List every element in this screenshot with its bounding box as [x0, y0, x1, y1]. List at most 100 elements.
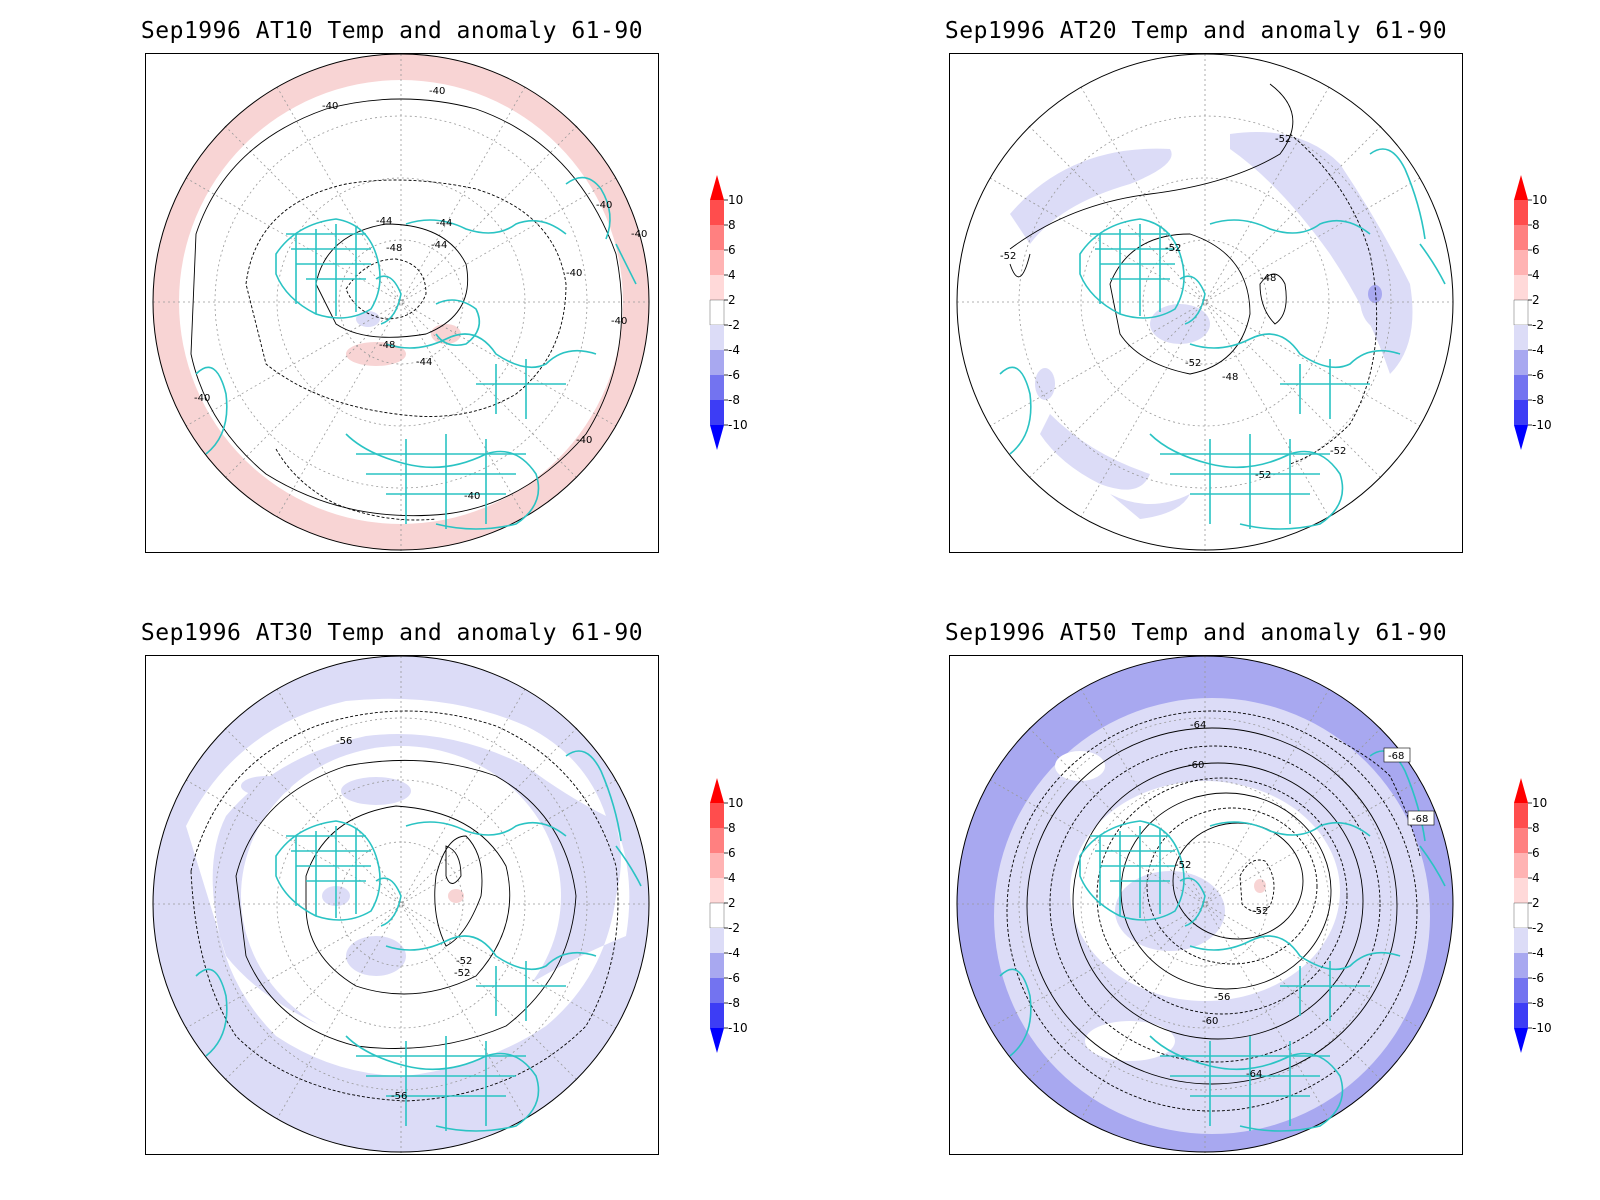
colorbar-tick-label: 4: [728, 871, 736, 885]
colorbar-swatch: [710, 978, 724, 1003]
contour-label: -56: [391, 1091, 407, 1102]
contour-label: -44: [416, 357, 432, 368]
colorbar-swatch: [710, 175, 724, 200]
colorbar-tick-label: -4: [728, 343, 740, 357]
map-frame: -40 -40 -44 -44 -48 -44 -48 -44 -40 -40 …: [145, 53, 659, 553]
colorbar-swatch: [710, 250, 724, 275]
polar-map-at20: -52 -52 -52 -48 -52 -48 -52 -52: [956, 53, 1454, 551]
contour-label: -52: [1252, 906, 1268, 917]
map-frame: -64 -68 -60 -68 -52 -52 -56 -60 -64: [949, 655, 1463, 1155]
colorbar-tick-label: 10: [728, 193, 743, 207]
colorbar-swatch: [710, 1003, 724, 1028]
contour-label: -60: [1202, 1016, 1218, 1027]
colorbar-tick-label: -2: [1532, 318, 1544, 332]
colorbar-swatch: [710, 375, 724, 400]
colorbar-swatch: [1514, 978, 1528, 1003]
colorbar-swatch: [710, 425, 724, 450]
colorbar-swatch: [710, 325, 724, 350]
contour-label: -48: [379, 340, 395, 351]
panel-title: Sep1996 AT10 Temp and anomaly 61-90: [140, 18, 644, 44]
contour-label: -52: [454, 968, 470, 979]
colorbar-tick-label: -8: [728, 393, 740, 407]
colorbar: 10 8 6 4 2 -2 -4 -6 -8 -10: [1513, 778, 1552, 1053]
colorbar-swatch: [1514, 853, 1528, 878]
contour-label: -40: [429, 86, 445, 97]
colorbar-tick-label: -2: [728, 318, 740, 332]
colorbar-swatch: [710, 778, 724, 803]
colorbar-tick-label: -8: [728, 996, 740, 1010]
map-frame: -56 -52 -52 -56: [145, 655, 659, 1155]
colorbar-swatch: [1513, 902, 1529, 929]
polar-map-at10: -40 -40 -44 -44 -48 -44 -48 -44 -40 -40 …: [152, 53, 650, 551]
colorbar-swatch: [709, 299, 725, 326]
contour-label: -48: [1222, 372, 1238, 383]
colorbar-swatch: [1514, 350, 1528, 375]
colorbar-tick-label: -4: [1532, 946, 1544, 960]
contour-label: -44: [431, 240, 447, 251]
colorbar: 10 8 6 4 2 -2 -4 -6 -8 -10: [709, 175, 748, 450]
contour-label: -40: [611, 316, 627, 327]
colorbar-tick-label: -4: [728, 946, 740, 960]
contour-label: -52: [1330, 446, 1346, 457]
contour-label: -48: [1260, 273, 1276, 284]
colorbar-swatch: [710, 853, 724, 878]
contour-label: -56: [1214, 992, 1230, 1003]
colorbar-swatch: [1514, 803, 1528, 828]
colorbar-swatch: [1514, 1028, 1528, 1053]
colorbar-tick-label: 10: [1532, 193, 1547, 207]
panel-title: Sep1996 AT50 Temp and anomaly 61-90: [944, 620, 1448, 646]
colorbar-swatch: [1514, 953, 1528, 978]
colorbar-tick-label: 2: [728, 293, 736, 307]
contour-label: -52: [1275, 134, 1291, 145]
contour-label: -48: [386, 243, 402, 254]
colorbar: 10 8 6 4 2 -2 -4 -6 -8 -10: [1513, 175, 1552, 450]
colorbar-tick-label: -10: [1532, 1021, 1552, 1035]
contour-label: -40: [194, 393, 210, 404]
colorbar-tick-label: 8: [728, 821, 736, 835]
colorbar-tick-label: -4: [1532, 343, 1544, 357]
colorbar-tick-label: 2: [1532, 896, 1540, 910]
colorbar-tick-label: -8: [1532, 996, 1544, 1010]
colorbar-swatch: [1514, 778, 1528, 803]
colorbar-tick-label: 8: [1532, 218, 1540, 232]
panel-title: Sep1996 AT30 Temp and anomaly 61-90: [140, 620, 644, 646]
colorbar-tick-label: -2: [728, 921, 740, 935]
colorbar-tick-label: 6: [728, 243, 736, 257]
polar-map-at50: -64 -68 -60 -68 -52 -52 -56 -60 -64: [956, 655, 1454, 1153]
contour-label: -44: [376, 216, 392, 227]
colorbar-swatch: [710, 400, 724, 425]
colorbar-swatch: [710, 200, 724, 225]
colorbar-swatch: [710, 225, 724, 250]
colorbar-tick-label: 6: [1532, 846, 1540, 860]
colorbar-swatch: [710, 1028, 724, 1053]
colorbar-swatch: [710, 275, 724, 300]
colorbar-tick-label: 8: [728, 218, 736, 232]
colorbar-tick-label: 4: [728, 268, 736, 282]
colorbar-tick-label: -6: [1532, 971, 1544, 985]
contour-label: -52: [1165, 243, 1181, 254]
contour-label: -40: [322, 101, 338, 112]
contour-label: -68: [1412, 814, 1428, 825]
colorbar-tick-label: 4: [1532, 871, 1540, 885]
colorbar-tick-label: 2: [1532, 293, 1540, 307]
colorbar-swatch: [710, 928, 724, 953]
colorbar-swatch: [1514, 375, 1528, 400]
colorbar-tick-label: -10: [728, 1021, 748, 1035]
colorbar-swatch: [1514, 828, 1528, 853]
contour-label: -52: [1185, 358, 1201, 369]
colorbar-tick-label: 6: [728, 846, 736, 860]
contour-label: -52: [1000, 251, 1016, 262]
contour-label: -52: [1175, 860, 1191, 871]
panel-title: Sep1996 AT20 Temp and anomaly 61-90: [944, 18, 1448, 44]
colorbar-swatch: [710, 350, 724, 375]
colorbar-tick-label: -10: [728, 418, 748, 432]
colorbar-tick-label: 10: [1532, 796, 1547, 810]
contour-label: -44: [436, 218, 452, 229]
colorbar-swatch: [1514, 175, 1528, 200]
colorbar-swatch: [1514, 400, 1528, 425]
contour-label: -40: [596, 200, 612, 211]
colorbar-swatch: [710, 803, 724, 828]
colorbar-tick-label: 2: [728, 896, 736, 910]
colorbar-swatch: [709, 902, 725, 929]
colorbar-tick-label: -10: [1532, 418, 1552, 432]
